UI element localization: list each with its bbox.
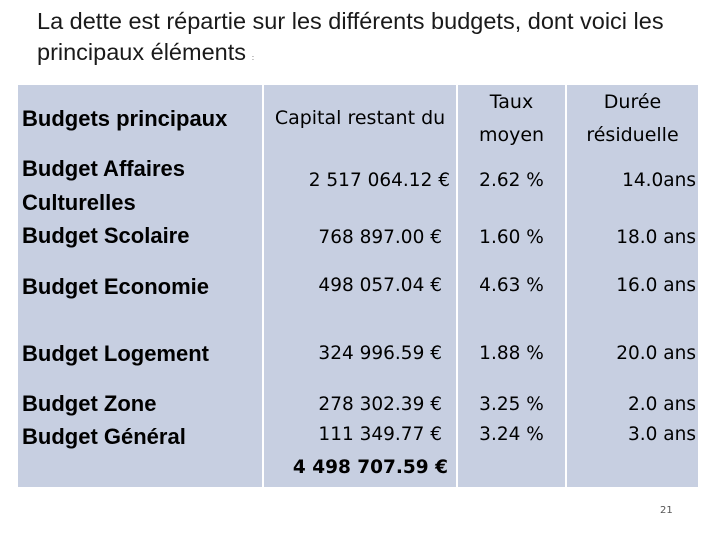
row-duration-value: 14.0ans [622,169,696,191]
row-capital-value: 768 897.00 € [318,226,442,248]
row-rate-value: 3.24 % [479,423,544,445]
row-rate-value: 1.60 % [479,226,544,248]
slide-title: La dette est répartie sur les différents… [37,6,697,74]
budget-column: Budgets principaux Budget Affaires Cultu… [18,85,262,487]
row-budget-label: Budget Economie [22,273,210,299]
row-budget-label: Budget Général [22,424,186,450]
row-duration-value: 18.0 ans [616,226,696,248]
row-rate-value: 3.25 % [479,393,544,415]
capital-column: Capital restant du 2 517 064.12 € 768 89… [264,85,456,487]
header-duration: Durée résiduelle [586,90,679,146]
row-duration-value: 16.0 ans [616,274,696,296]
row-capital-value: 278 302.39 € [318,393,442,415]
row-duration-value: 3.0 ans [627,423,696,445]
row-budget-label: Budget Affaires Culturelles [22,156,185,215]
rate-column: Taux moyen 2.62 % 1.60 % 4.63 % 1.88 % 3… [458,85,565,487]
header-rate: Taux moyen [478,90,545,146]
row-budget-label: Budget Scolaire [22,223,190,249]
row-duration-value: 2.0 ans [627,393,696,415]
slide-title-colon: : [252,55,254,62]
duration-column: Durée résiduelle 14.0ans 18.0 ans 16.0 a… [567,85,698,487]
row-capital-value: 324 996.59 € [318,342,442,364]
row-duration-value: 20.0 ans [616,342,696,364]
row-capital-value: 2 517 064.12 € [308,169,450,191]
row-budget-label: Budget Zone [22,390,157,416]
debt-table: Budgets principaux Budget Affaires Cultu… [18,85,698,487]
total-capital-value: 4 498 707.59 € [292,456,448,478]
header-budget: Budgets principaux [22,105,228,131]
header-capital: Capital restant du [274,107,446,129]
row-budget-label: Budget Logement [22,340,209,366]
row-rate-value: 4.63 % [479,274,544,296]
page-number: 21 [660,505,673,516]
row-capital-value: 498 057.04 € [318,274,442,296]
slide-title-text: La dette est répartie sur les différents… [37,8,664,65]
row-rate-value: 2.62 % [479,169,544,191]
row-rate-value: 1.88 % [479,342,544,364]
row-capital-value: 111 349.77 € [318,423,442,445]
